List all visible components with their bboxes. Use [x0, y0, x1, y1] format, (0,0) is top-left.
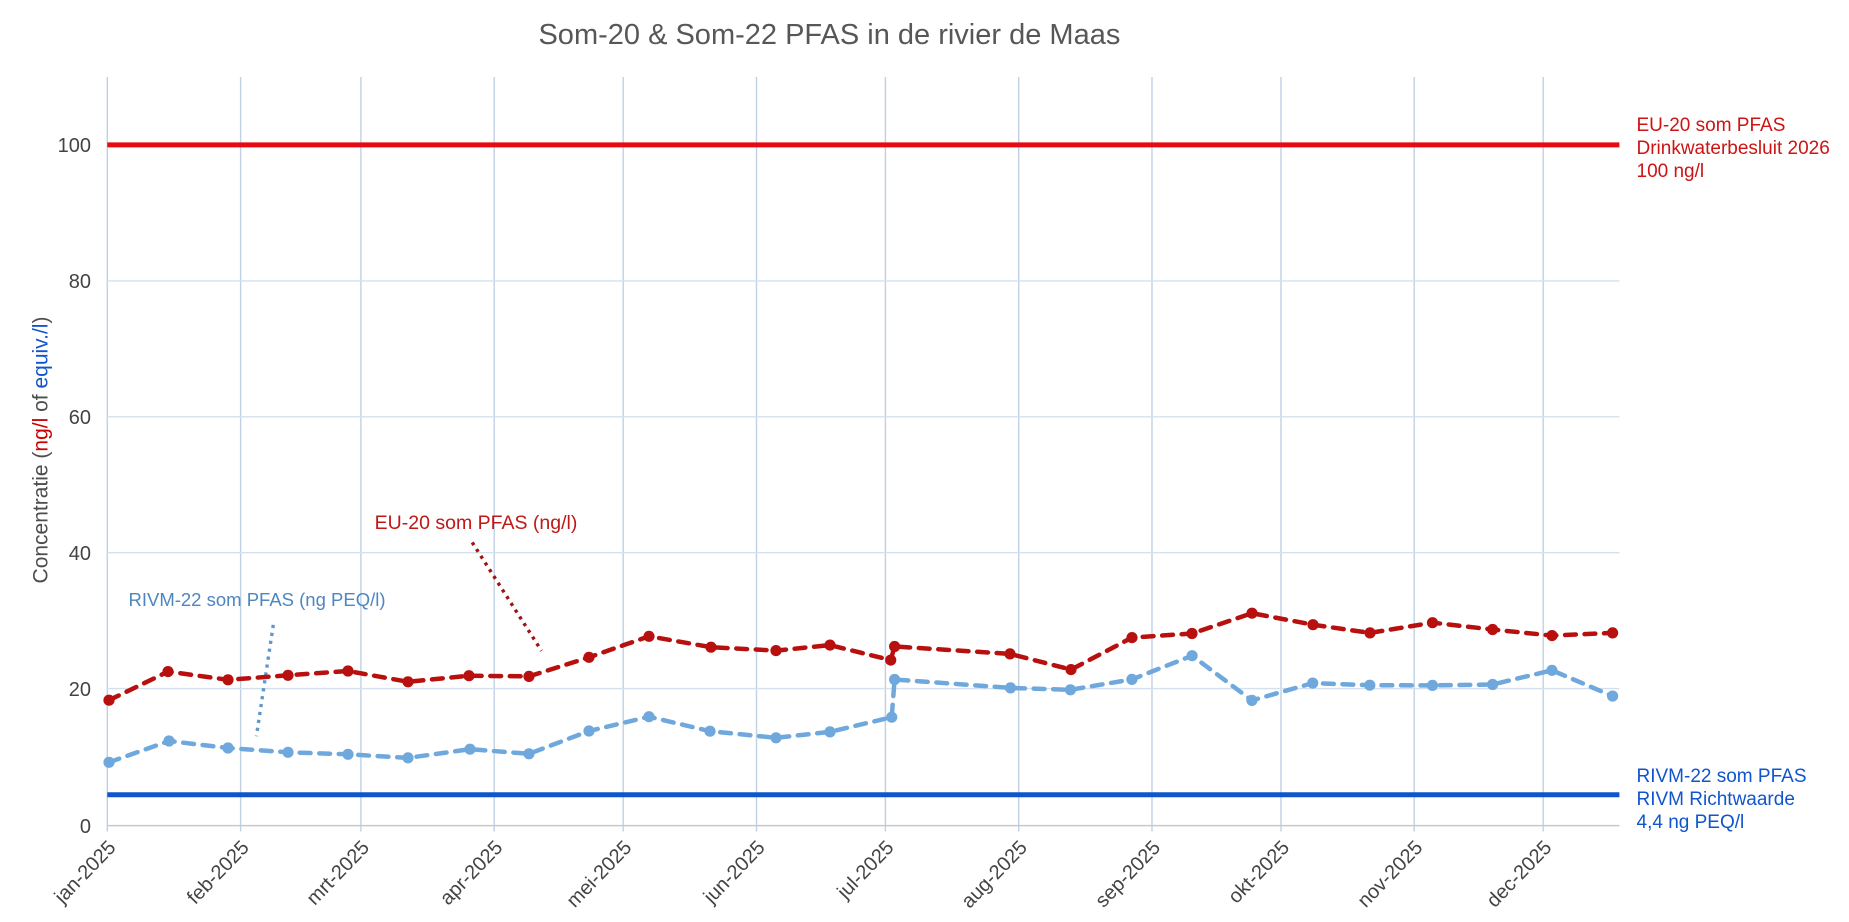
svg-text:EU-20 som PFAS (ng/l): EU-20 som PFAS (ng/l)	[375, 512, 578, 534]
svg-text:0: 0	[80, 816, 91, 838]
svg-text:Concentratie (ng/l of equiv./l: Concentratie (ng/l of equiv./l)	[30, 317, 53, 584]
svg-text:100: 100	[58, 135, 91, 157]
svg-text:100 ng/l: 100 ng/l	[1637, 161, 1705, 182]
svg-text:RIVM Richtwaarde: RIVM Richtwaarde	[1637, 789, 1795, 810]
svg-text:RIVM-22 som PFAS (ng PEQ/l): RIVM-22 som PFAS (ng PEQ/l)	[128, 589, 385, 610]
svg-text:4,4 ng PEQ/l: 4,4 ng PEQ/l	[1637, 812, 1745, 833]
svg-text:Drinkwaterbesluit 2026: Drinkwaterbesluit 2026	[1637, 138, 1830, 159]
svg-text:Som-20 & Som-22 PFAS in de riv: Som-20 & Som-22 PFAS in de rivier de Maa…	[538, 19, 1120, 51]
svg-text:40: 40	[69, 543, 91, 565]
svg-text:RIVM-22 som PFAS: RIVM-22 som PFAS	[1637, 766, 1807, 787]
svg-text:20: 20	[69, 679, 91, 701]
svg-text:EU-20 som PFAS: EU-20 som PFAS	[1637, 115, 1786, 136]
svg-text:60: 60	[69, 407, 91, 429]
svg-text:80: 80	[69, 271, 91, 293]
